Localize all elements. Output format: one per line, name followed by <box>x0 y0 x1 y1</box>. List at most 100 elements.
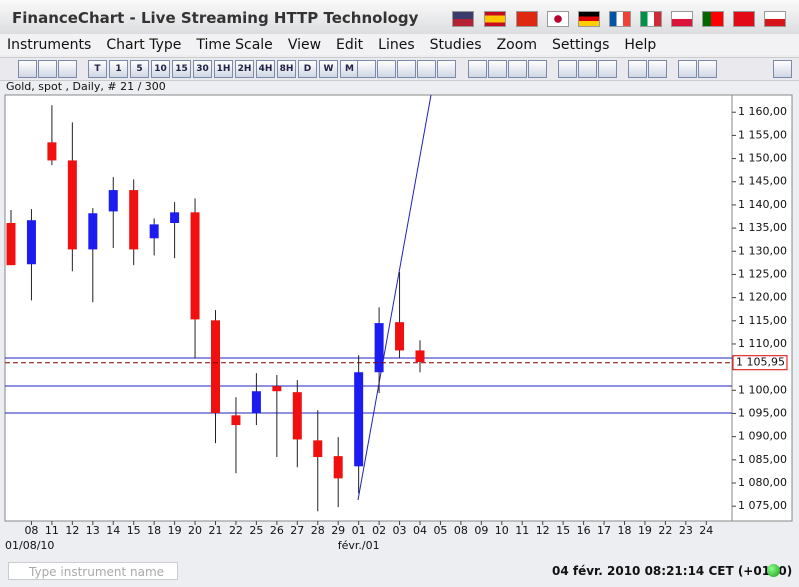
timeframe-button[interactable]: 4H <box>256 60 275 78</box>
x-tick-label: 21 <box>209 524 223 537</box>
y-tick-label: 1 100,00 <box>738 383 787 396</box>
tool-button[interactable] <box>38 60 57 78</box>
x-tick-label: 15 <box>556 524 570 537</box>
timeframe-group: T 1 5 10 15 30 1H 2H 4H 8H D W M <box>88 60 359 78</box>
tool-button[interactable] <box>773 60 792 78</box>
tool-button[interactable] <box>648 60 667 78</box>
tool-button[interactable] <box>437 60 456 78</box>
flag[interactable] <box>609 11 631 27</box>
y-tick-label: 1 130,00 <box>738 244 787 257</box>
tool-button[interactable] <box>578 60 597 78</box>
timeframe-button[interactable]: 10 <box>151 60 170 78</box>
tool-button[interactable] <box>357 60 376 78</box>
window-title: FinanceChart - Live Streaming HTTP Techn… <box>12 9 419 27</box>
y-tick-label: 1 160,00 <box>738 105 787 118</box>
y-tick-label: 1 115,00 <box>738 314 787 327</box>
menu-item[interactable]: Help <box>624 36 657 53</box>
x-tick-label: 18 <box>618 524 632 537</box>
tool-button[interactable] <box>488 60 507 78</box>
tool-button[interactable] <box>698 60 717 78</box>
y-tick-label: 1 090,00 <box>738 430 787 443</box>
connection-indicator <box>767 564 780 577</box>
menu-item[interactable]: Time Scale <box>196 36 273 53</box>
tool-button[interactable] <box>377 60 396 78</box>
flag[interactable] <box>733 11 755 27</box>
x-tick-label: 20 <box>188 524 202 537</box>
timeframe-button[interactable]: W <box>319 60 338 78</box>
timeframe-button[interactable]: 1H <box>214 60 233 78</box>
x-tick-label: 01 <box>352 524 366 537</box>
x-tick-label: 12 <box>65 524 79 537</box>
x-tick-label: 15 <box>127 524 141 537</box>
candle-body <box>47 142 57 161</box>
tool-button[interactable] <box>508 60 527 78</box>
x-tick-label: 10 <box>495 524 509 537</box>
x-tick-label: 24 <box>699 524 713 537</box>
timeframe-button[interactable]: 2H <box>235 60 254 78</box>
y-tick-label: 1 145,00 <box>738 175 787 188</box>
date-label: 01/08/10 <box>5 539 54 552</box>
timeframe-button[interactable]: 5 <box>130 60 149 78</box>
timeframe-button[interactable]: 15 <box>172 60 191 78</box>
tool-button[interactable] <box>18 60 37 78</box>
search-input[interactable]: Type instrument name <box>8 562 178 580</box>
candle-body <box>395 322 405 351</box>
x-tick-label: 14 <box>106 524 120 537</box>
candle-body <box>211 320 220 414</box>
x-tick-label: 11 <box>45 524 59 537</box>
candle-body <box>251 391 261 414</box>
candle-body <box>67 160 77 250</box>
x-tick-label: 05 <box>433 524 447 537</box>
flag[interactable] <box>702 11 724 27</box>
timeframe-button[interactable]: 30 <box>193 60 212 78</box>
tool-button[interactable] <box>558 60 577 78</box>
y-tick-label: 1 140,00 <box>738 198 787 211</box>
x-tick-label: 11 <box>515 524 529 537</box>
bottom-bar: Type instrument name 04 févr. 2010 08:21… <box>0 557 799 587</box>
menu-item[interactable]: Lines <box>378 36 415 53</box>
flag[interactable] <box>516 11 538 27</box>
flag[interactable] <box>484 11 506 27</box>
flag[interactable] <box>547 11 569 27</box>
candle-body <box>374 323 384 373</box>
x-tick-label: 22 <box>658 524 672 537</box>
tool-button[interactable] <box>628 60 647 78</box>
y-tick-label: 1 135,00 <box>738 221 787 234</box>
x-tick-label: 09 <box>474 524 488 537</box>
tool-button[interactable] <box>678 60 697 78</box>
x-tick-label: 08 <box>24 524 38 537</box>
x-tick-label: 19 <box>638 524 652 537</box>
tool-button[interactable] <box>58 60 77 78</box>
tool-button[interactable] <box>397 60 416 78</box>
y-tick-label: 1 110,00 <box>738 337 787 350</box>
x-tick-label: 12 <box>536 524 550 537</box>
timeframe-button[interactable]: 8H <box>277 60 296 78</box>
tool-button[interactable] <box>417 60 436 78</box>
flag[interactable] <box>671 11 693 27</box>
flag[interactable] <box>452 11 474 27</box>
tool-button[interactable] <box>528 60 547 78</box>
menu-item[interactable]: Edit <box>336 36 364 53</box>
tool-button[interactable] <box>598 60 617 78</box>
menu-item[interactable]: Studies <box>429 36 482 53</box>
menu-item[interactable]: View <box>287 36 322 53</box>
y-tick-label: 1 075,00 <box>738 499 787 512</box>
timeframe-button[interactable]: 1 <box>109 60 128 78</box>
chart: 1 075,00 1 080,00 1 085,00 1 090,00 1 095,00… <box>4 94 793 552</box>
menu-item[interactable]: Chart Type <box>106 36 182 53</box>
flag[interactable] <box>764 11 786 27</box>
menu-item[interactable]: Zoom <box>496 36 537 53</box>
menu-item[interactable]: Instruments <box>7 36 92 53</box>
candle-body <box>333 456 343 479</box>
timeframe-button[interactable]: T <box>88 60 107 78</box>
tool-button[interactable] <box>468 60 487 78</box>
candle-body <box>6 222 16 266</box>
menu-item[interactable]: Settings <box>551 36 610 53</box>
candle-body <box>292 392 302 440</box>
x-tick-label: 26 <box>270 524 284 537</box>
flag[interactable] <box>640 11 662 27</box>
timeframe-button[interactable]: D <box>298 60 317 78</box>
flag[interactable] <box>578 11 600 27</box>
x-tick-label: 27 <box>290 524 304 537</box>
